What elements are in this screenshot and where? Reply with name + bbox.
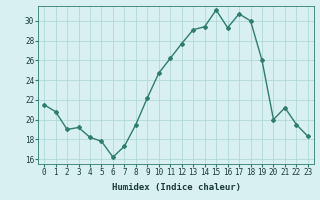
X-axis label: Humidex (Indice chaleur): Humidex (Indice chaleur) [111,183,241,192]
